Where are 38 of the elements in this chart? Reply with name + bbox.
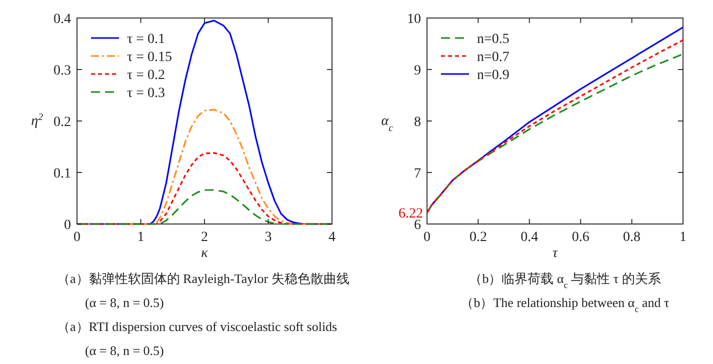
- legend-label: τ = 0.1: [127, 32, 166, 47]
- x-axis-title: κ: [201, 246, 208, 261]
- x-tick-label: 1: [137, 230, 144, 245]
- x-tick-label: 0.8: [623, 230, 641, 245]
- x-tick-label: 0: [424, 230, 430, 245]
- y-tick-label: 9: [414, 64, 421, 78]
- x-tick-label: 2: [201, 230, 208, 245]
- legend-label: τ = 0.3: [127, 86, 166, 101]
- x-tick-label: 0.4: [520, 230, 538, 245]
- x-tick-label: 1: [680, 230, 686, 245]
- legend-label: n=0.7: [477, 50, 510, 65]
- text: （a）黏弹性软固体的 Rayleigh-Taylor 失稳色散曲线: [57, 271, 350, 286]
- legend-label: n=0.9: [477, 68, 510, 83]
- text: （b）The relationship between α$_{c}$ and τ: [460, 295, 670, 314]
- y-axis-title: η$^{2}$: [31, 112, 44, 129]
- x-tick-label: 0.2: [469, 230, 487, 245]
- x-axis-title: τ: [552, 246, 558, 261]
- y-tick-label: 0.4: [54, 12, 71, 27]
- legend-label: τ = 0.2: [127, 68, 166, 83]
- x-tick-label: 0.6: [572, 230, 590, 245]
- x-tick-label: 3: [264, 230, 272, 245]
- x-tick-label: 0: [74, 230, 80, 245]
- y-tick-label: 10: [407, 12, 421, 27]
- y-tick-label: 0.1: [54, 166, 71, 182]
- text: (α = 8, n = 0.5): [85, 295, 164, 310]
- y-tick-label: 0.3: [54, 64, 71, 78]
- legend-label: τ = 0.15: [127, 50, 172, 65]
- y-tick-label: 0: [64, 218, 71, 233]
- x-tick-label: 4: [328, 230, 336, 245]
- y-tick-label: 0.2: [54, 115, 71, 130]
- y-tick-label: 8: [414, 115, 421, 130]
- text: （b）临界荷载 α$_{c}$ 与黏性 τ 的关系: [469, 271, 661, 290]
- text: （a）RTI dispersion curves of viscoelastic soft solids: [57, 319, 338, 334]
- legend-label: n=0.5: [477, 32, 510, 47]
- y-tick-label: 7: [414, 166, 421, 182]
- y-tick-label: 6: [414, 218, 421, 233]
- y-axis-title: α$_{c}$: [381, 114, 394, 134]
- text: (α = 8, n = 0.5): [85, 343, 164, 358]
